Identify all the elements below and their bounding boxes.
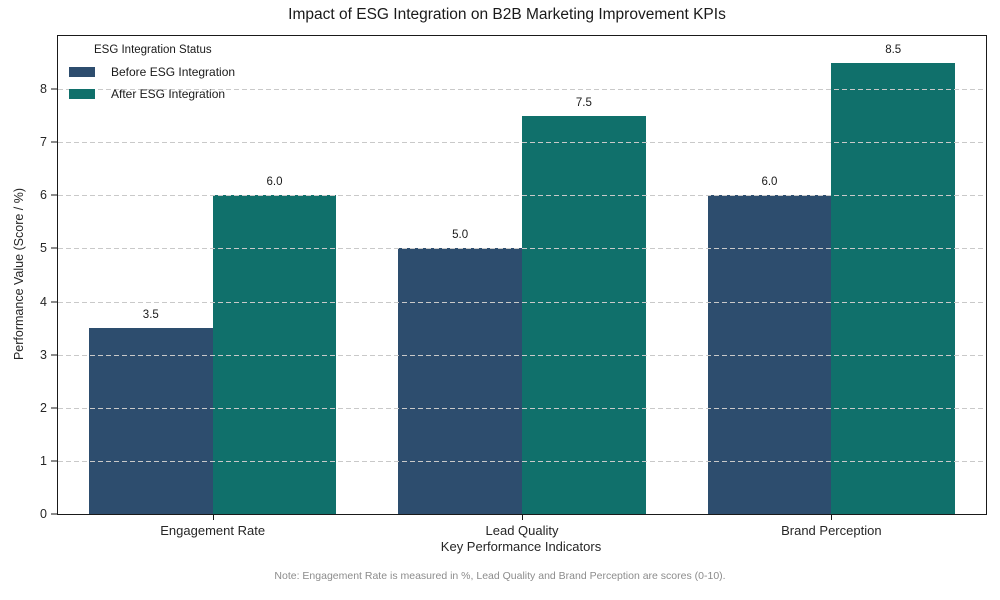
bar-after-esg (522, 115, 646, 514)
legend-title: ESG Integration Status (94, 44, 212, 56)
y-tick-label: 8 (40, 82, 47, 97)
y-tick-mark (51, 247, 57, 249)
x-axis-label: Key Performance Indicators (440, 539, 602, 554)
y-tick-label: 2 (40, 400, 47, 415)
legend-item: Before ESG Integration (69, 61, 235, 83)
plot-area: ESG Integration Status Before ESG Integr… (40, 35, 987, 538)
chart-note: Note: Engagement Rate is measured in %, … (274, 570, 726, 582)
y-tick-label: 5 (40, 241, 47, 256)
legend: ESG Integration Status Before ESG Integr… (69, 44, 235, 105)
legend-swatch (69, 89, 95, 99)
x-tick-mark (831, 514, 833, 520)
y-tick-mark (51, 194, 57, 196)
bar-after-esg (831, 62, 956, 514)
y-tick-mark (51, 513, 57, 515)
y-tick-label: 3 (40, 347, 47, 362)
bar-before-esg (88, 328, 213, 514)
y-tick-label: 1 (40, 453, 47, 468)
y-tick-mark (51, 407, 57, 409)
x-category-label: Lead Quality (485, 523, 559, 538)
y-tick-label: 7 (40, 135, 47, 150)
bar-before-esg (707, 195, 832, 514)
x-tick-mark (522, 514, 523, 520)
y-axis-label: Performance Value (Score / %) (12, 187, 26, 361)
y-tick-mark (51, 354, 57, 356)
legend-item-label: After ESG Integration (111, 87, 226, 101)
y-tick-mark (51, 460, 57, 462)
chart-title: Impact of ESG Integration on B2B Marketi… (288, 6, 726, 23)
x-category-label: Brand Perception (781, 523, 882, 538)
legend-items: Before ESG Integration After ESG Integrat… (69, 61, 235, 105)
bar-value-label: 8.5 (885, 43, 902, 56)
bar-value-label: 5.0 (452, 229, 469, 242)
y-tick-mark (51, 141, 57, 143)
bar-after-esg (212, 195, 337, 514)
x-tick-mark (212, 514, 214, 520)
y-tick-label: 0 (40, 507, 47, 521)
bar-value-label: 6.0 (761, 176, 778, 189)
bar-value-label: 6.0 (266, 176, 283, 189)
bar-value-label: 7.5 (575, 96, 592, 109)
bar-before-esg (398, 248, 522, 514)
y-tick-mark (51, 88, 57, 90)
legend-item-label: Before ESG Integration (111, 65, 236, 79)
x-category-label: Engagement Rate (160, 523, 266, 538)
legend-item: After ESG Integration (69, 83, 235, 105)
y-tick-label: 6 (40, 188, 47, 203)
bar-value-label: 3.5 (142, 309, 159, 322)
legend-swatch (69, 67, 95, 77)
y-tick-label: 4 (40, 294, 47, 309)
y-tick-mark (51, 301, 57, 303)
